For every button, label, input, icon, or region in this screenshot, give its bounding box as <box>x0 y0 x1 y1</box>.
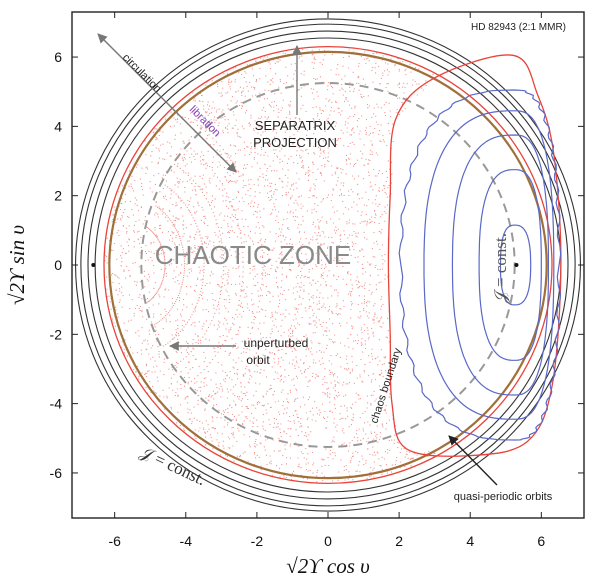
y-tick-label: 2 <box>54 188 62 204</box>
unperturbed-orbit-label-line2: orbit <box>246 353 270 367</box>
unperturbed-orbit-label-line1: unperturbed <box>244 336 309 350</box>
chart-title: HD 82943 (2:1 MMR) <box>471 22 566 33</box>
quasi-periodic-label: quasi-periodic orbits <box>454 491 553 503</box>
quasi-periodic-orbit-1 <box>398 89 562 441</box>
x-axis-ticks: -6 -4 -2 0 2 4 6 <box>108 12 545 549</box>
j-const-label-right: 𝒥 = const. <box>491 233 510 303</box>
quasi-periodic-orbit-4 <box>478 169 542 361</box>
separatrix-curve <box>103 46 553 484</box>
y-tick-label: -2 <box>50 326 63 342</box>
x-tick-label: 0 <box>324 533 332 549</box>
j-const-label-bottom: 𝒥 = const. <box>137 442 208 489</box>
separatrix-projection-curve <box>108 50 548 480</box>
fixed-point-1 <box>91 263 96 267</box>
fixed-points <box>91 263 519 267</box>
circulating-orbit-2 <box>87 30 569 500</box>
y-axis-ticks: 6 4 2 0 -2 -4 -6 <box>50 49 584 481</box>
quasi-periodic-orbit-3 <box>451 134 549 396</box>
x-tick-label: 4 <box>466 533 474 549</box>
y-tick-label: 0 <box>54 257 62 273</box>
separatrix-label-line2: PROJECTION <box>253 135 337 150</box>
circulating-orbit-3 <box>80 23 576 507</box>
circulation-arrow <box>97 33 237 173</box>
chaotic-scatter <box>104 48 440 483</box>
chaotic-points <box>104 48 440 483</box>
separatrix-label-line1: SEPARATRIX <box>255 118 336 133</box>
chaos-boundary-curve <box>387 54 562 457</box>
y-tick-label: 4 <box>54 118 62 134</box>
circulation-label: circulation <box>120 52 164 96</box>
x-tick-label: 6 <box>537 533 545 549</box>
y-axis-label: √2ϒ sin υ <box>5 225 29 305</box>
x-tick-label: -4 <box>180 533 193 549</box>
quasi-periodic-orbit-2 <box>423 110 555 420</box>
x-axis-label: √2ϒ cos υ <box>286 554 370 578</box>
quasi-periodic-orbit-5 <box>499 224 532 306</box>
y-tick-label: -6 <box>50 465 63 481</box>
chaotic-zone-label: CHAOTIC ZONE <box>155 240 351 270</box>
x-tick-label: 2 <box>395 533 403 549</box>
y-tick-label: 6 <box>54 49 62 65</box>
fixed-point-2 <box>514 263 519 267</box>
x-tick-label: -6 <box>108 533 121 549</box>
quasi-periodic-arrow <box>448 435 498 486</box>
orbit-curves <box>75 18 581 512</box>
x-tick-label: -2 <box>251 533 264 549</box>
y-tick-label: -4 <box>50 396 63 412</box>
